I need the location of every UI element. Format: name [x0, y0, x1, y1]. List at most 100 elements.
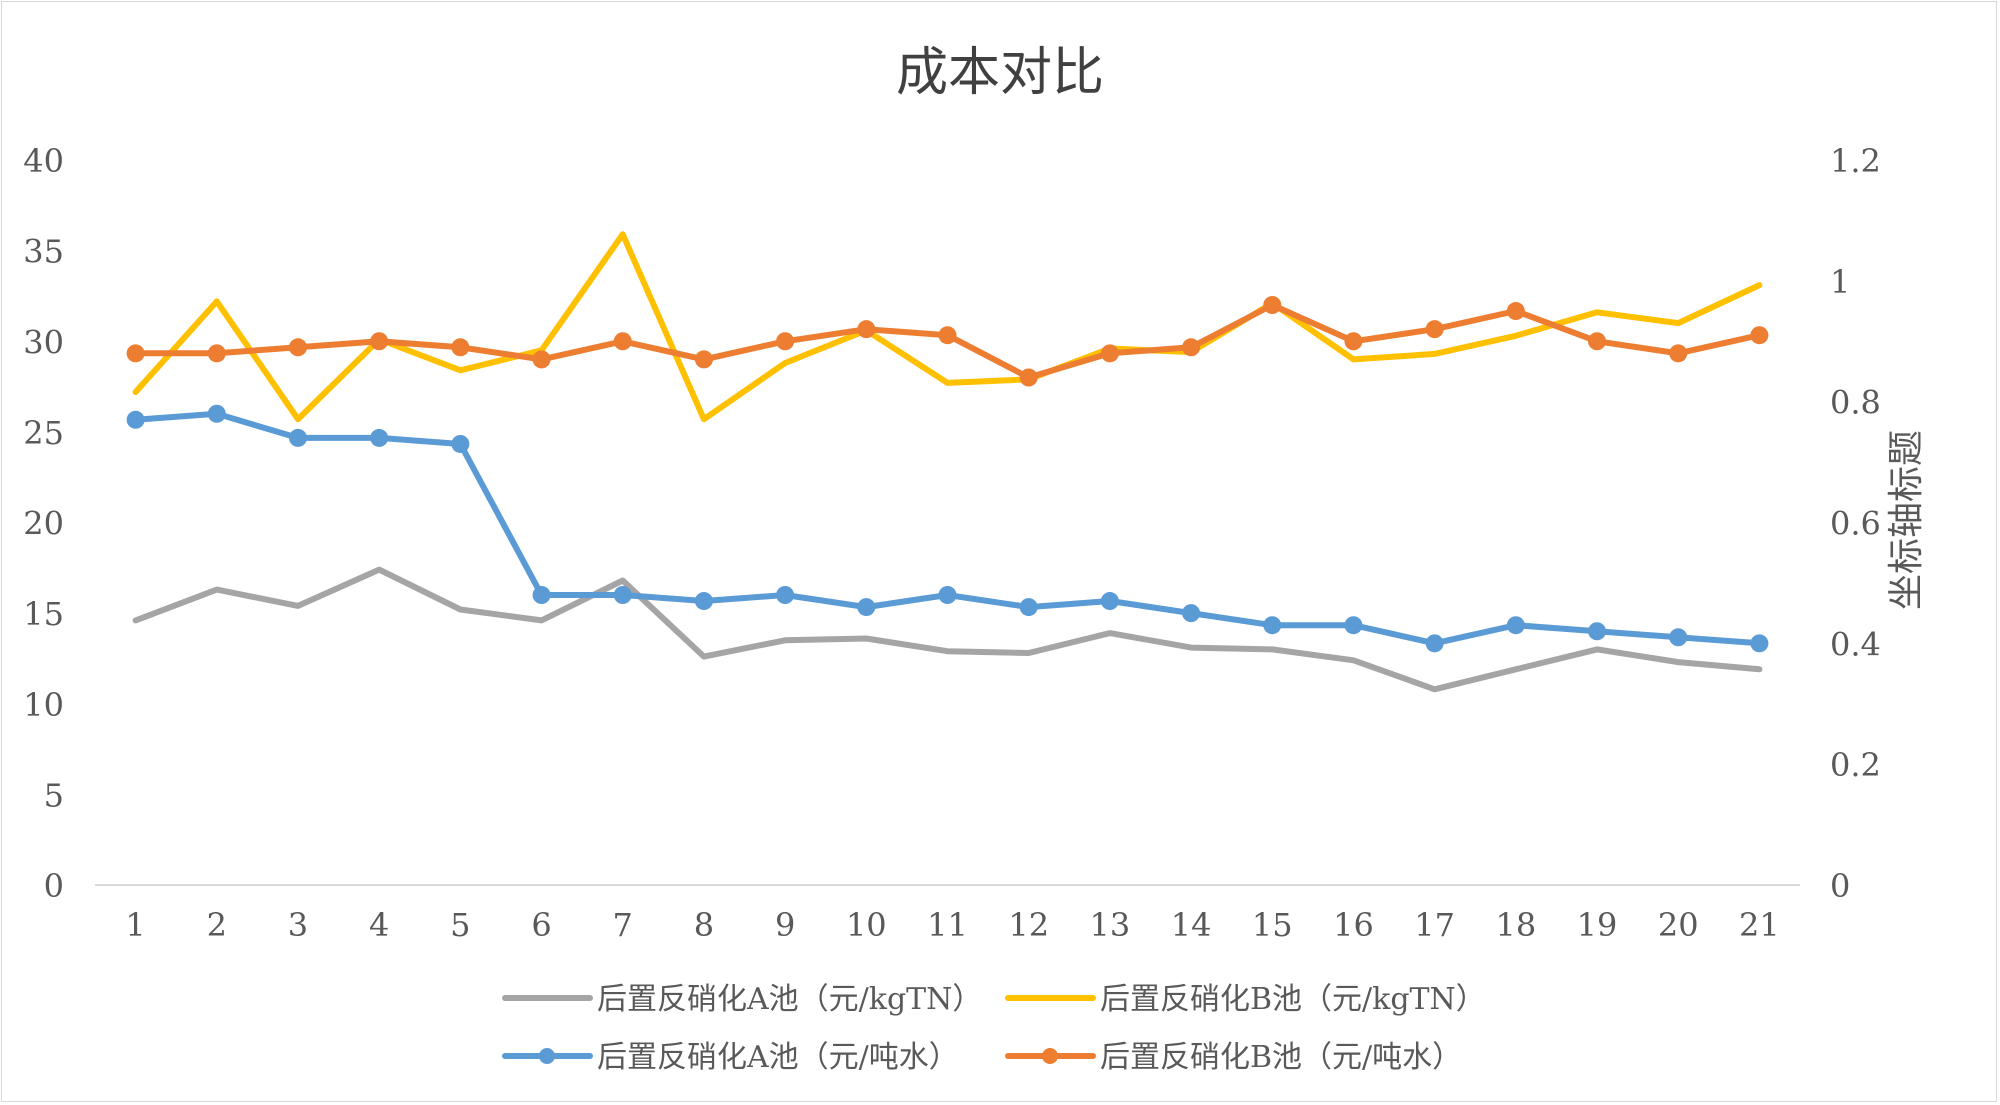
legend-item: 后置反硝化B池（元/吨水）	[1005, 1040, 1462, 1075]
data-point	[1182, 338, 1201, 357]
right-tick-label: 0.4	[1830, 625, 1881, 663]
x-tick-label: 8	[694, 906, 714, 944]
data-point	[1506, 302, 1525, 321]
left-tick-label: 40	[23, 142, 64, 180]
data-point	[613, 586, 632, 604]
left-tick-label: 20	[23, 505, 64, 543]
x-tick-label: 19	[1577, 906, 1618, 944]
data-point	[370, 428, 389, 447]
x-tick-label: 11	[927, 906, 968, 944]
series-3	[126, 404, 1769, 653]
data-point	[938, 586, 957, 604]
right-tick-label: 0.8	[1830, 384, 1881, 422]
left-axis-ticks: 0 5 10 15 20 25 30 35 40	[23, 142, 64, 905]
data-point	[1344, 616, 1363, 635]
x-tick-label: 14	[1171, 906, 1212, 944]
legend-item: 后置反硝化A池（元/kgTN）	[502, 982, 982, 1017]
data-point	[613, 332, 632, 351]
series-line	[132, 410, 1763, 647]
left-tick-label: 5	[44, 776, 64, 814]
data-point	[532, 586, 551, 604]
series-line	[132, 566, 1763, 693]
legend-item: 后置反硝化B池（元/kgTN）	[1005, 982, 1486, 1017]
chart-title: 成本对比	[896, 43, 1104, 103]
x-tick-label: 15	[1252, 906, 1293, 944]
data-point	[207, 344, 226, 363]
data-point	[857, 320, 876, 339]
x-tick-label: 20	[1658, 906, 1699, 944]
x-tick-label: 7	[613, 906, 633, 944]
right-tick-label: 0.6	[1830, 505, 1881, 543]
right-tick-label: 0.2	[1830, 746, 1881, 784]
left-tick-label: 0	[44, 867, 64, 905]
left-tick-label: 25	[23, 414, 64, 452]
left-tick-label: 10	[23, 686, 64, 724]
data-point	[776, 332, 795, 351]
data-point	[694, 592, 713, 611]
x-tick-label: 21	[1739, 906, 1780, 944]
right-axis-title: 坐标轴标题	[1886, 430, 1927, 610]
data-point	[1100, 344, 1119, 363]
x-tick-label: 16	[1333, 906, 1374, 944]
data-point	[1263, 616, 1282, 635]
series-2	[132, 231, 1763, 423]
data-point	[1019, 368, 1038, 387]
data-point	[451, 338, 470, 357]
data-point	[370, 332, 389, 351]
right-tick-label: 0	[1830, 867, 1850, 905]
x-tick-label: 9	[775, 906, 795, 944]
data-point	[451, 434, 470, 453]
data-point	[1588, 622, 1607, 641]
legend-label: 后置反硝化B池（元/吨水）	[1100, 1040, 1462, 1075]
data-point	[1263, 296, 1282, 314]
data-point	[1425, 320, 1444, 339]
data-point	[1100, 592, 1119, 611]
data-point	[1669, 344, 1688, 363]
legend-label: 后置反硝化A池（元/吨水）	[597, 1040, 959, 1075]
data-point	[1588, 332, 1607, 351]
series-1	[132, 566, 1763, 693]
data-point	[532, 350, 551, 369]
x-tick-label: 6	[531, 906, 551, 944]
x-tick-label: 17	[1414, 906, 1455, 944]
x-tick-label: 3	[288, 906, 308, 944]
x-tick-label: 5	[450, 906, 470, 944]
x-tick-label: 1	[125, 906, 145, 944]
right-tick-label: 1.2	[1830, 142, 1881, 180]
data-point	[1669, 628, 1688, 647]
x-axis-ticks: 1 2 3 4 5 6 7 8 9 10 11 12 13 14 15 16 17 18 19 20 21	[125, 906, 1779, 944]
x-tick-label: 13	[1090, 906, 1131, 944]
series-line	[132, 231, 1763, 423]
data-point	[1425, 634, 1444, 653]
series-4	[126, 296, 1769, 387]
left-tick-label: 30	[23, 323, 64, 361]
left-tick-label: 35	[23, 233, 64, 271]
data-point	[1182, 604, 1201, 623]
data-point	[857, 598, 876, 617]
legend-item: 后置反硝化A池（元/吨水）	[502, 1040, 959, 1075]
data-point	[1750, 326, 1769, 345]
data-point	[1506, 616, 1525, 635]
data-point	[938, 326, 957, 345]
legend-label: 后置反硝化A池（元/kgTN）	[597, 982, 982, 1017]
legend: 后置反硝化A池（元/kgTN） 后置反硝化B池（元/kgTN） 后置反硝化A池（元/…	[502, 982, 1486, 1075]
x-tick-label: 18	[1495, 906, 1536, 944]
data-point	[1344, 332, 1363, 351]
data-point	[1750, 634, 1769, 653]
left-tick-label: 15	[23, 595, 64, 633]
legend-swatch-marker	[539, 1048, 555, 1064]
x-tick-label: 10	[846, 906, 887, 944]
data-point	[288, 338, 307, 357]
data-point	[207, 404, 226, 423]
data-point	[126, 410, 145, 429]
x-tick-label: 4	[369, 906, 389, 944]
x-tick-label: 2	[207, 906, 227, 944]
data-point	[126, 344, 145, 363]
right-tick-label: 1	[1830, 263, 1850, 301]
data-point	[694, 350, 713, 369]
data-point	[288, 428, 307, 447]
series-layer	[126, 231, 1769, 693]
data-point	[776, 586, 795, 604]
